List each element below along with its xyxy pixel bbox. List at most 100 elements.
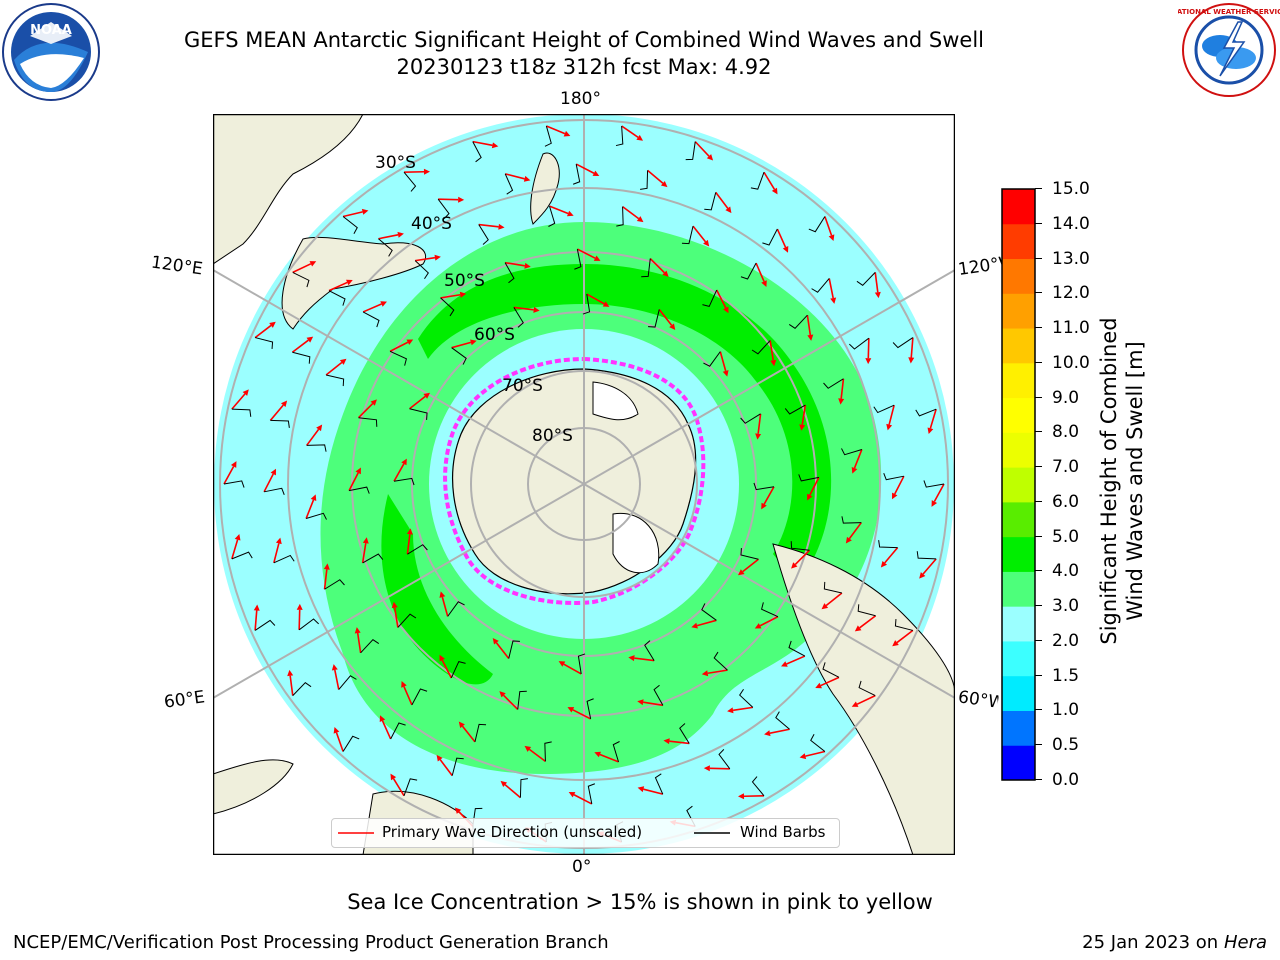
footer-date-text: 25 Jan 2023 on <box>1082 932 1224 953</box>
wind-barb <box>437 198 450 219</box>
wind-barb <box>544 125 552 147</box>
wind-barb <box>841 448 863 456</box>
wave-arrow-shaft <box>573 794 593 805</box>
wind-barb <box>823 581 843 594</box>
wave-arrow-shaft <box>335 732 344 752</box>
map-legend: Primary Wave Direction (unscaled) Wind B… <box>331 818 840 848</box>
wave-arrow-head <box>390 773 397 781</box>
wave-arrow-shaft <box>403 686 413 706</box>
colorbar-segment <box>1002 362 1035 399</box>
wave-arrow-shaft <box>715 289 727 309</box>
lat-label-50s: 50°S <box>444 271 485 291</box>
wave-arrow-head <box>253 604 260 611</box>
wave-arrow-shaft <box>840 378 845 399</box>
wave-arrow-shaft <box>440 293 461 299</box>
colorbar-tick-label: 10.0 <box>1052 352 1090 373</box>
wind-barb <box>811 278 830 293</box>
wind-barb <box>857 604 876 617</box>
colorbar-tick-mark <box>1035 222 1042 224</box>
wave-direction-arrows <box>223 125 945 843</box>
wind-barb <box>616 206 624 227</box>
colorbar-tick-mark <box>1035 535 1042 537</box>
wave-arrow-shaft <box>549 205 569 215</box>
wave-arrow-shaft <box>415 256 436 262</box>
wave-arrow-head <box>500 780 508 788</box>
wave-arrow-head <box>593 255 601 261</box>
colorbar-tick-label: 12.0 <box>1052 283 1090 304</box>
wave-arrow-shaft <box>692 225 707 243</box>
wave-arrow-shaft <box>634 657 655 662</box>
wind-barb <box>577 653 586 675</box>
wave-arrow-head <box>703 765 710 772</box>
wind-barb <box>451 757 464 776</box>
wind-barb <box>915 408 937 417</box>
wave-arrow-head <box>838 398 845 405</box>
wind-barb <box>362 311 380 328</box>
wind-barb <box>640 170 649 190</box>
wind-barb <box>389 350 408 366</box>
lon-label-120e: 120°E <box>149 252 204 280</box>
wave-arrow-shaft <box>406 534 411 555</box>
wave-arrow-head <box>761 502 767 510</box>
wind-barb <box>362 553 384 564</box>
wave-arrow-head <box>563 130 571 137</box>
wave-arrow-head <box>725 206 732 214</box>
wave-arrow-shaft <box>503 694 519 711</box>
wind-barb <box>231 408 252 417</box>
wave-arrow-head <box>379 715 386 722</box>
wave-arrow-shaft <box>472 140 493 147</box>
wave-arrow-head <box>594 751 602 758</box>
wave-arrow-head <box>333 727 340 734</box>
wave-arrow-shaft <box>643 788 663 795</box>
colorbar-tick-mark <box>1035 327 1042 329</box>
wind-barb <box>856 272 876 286</box>
wind-barb <box>894 618 913 631</box>
wave-arrow-shaft <box>755 262 765 282</box>
wave-arrow-head <box>275 537 282 545</box>
wave-arrow-shaft <box>622 206 640 220</box>
wave-arrow-head <box>423 392 431 399</box>
wave-arrow-shaft <box>378 234 399 240</box>
wave-arrow-head <box>498 223 505 230</box>
wave-arrow-shaft <box>929 408 937 429</box>
wave-arrow-shaft <box>409 395 426 410</box>
lon-label-60w: 60°W <box>956 687 1000 713</box>
wave-arrow-shaft <box>513 306 534 311</box>
wave-arrow-head <box>830 297 837 304</box>
footer-host: Hera <box>1223 932 1267 953</box>
lat-label-60s: 60°S <box>474 325 515 345</box>
colorbar-segment <box>1002 328 1035 364</box>
wave-arrow-head <box>287 669 294 677</box>
wind-barb <box>702 289 718 308</box>
colorbar-tick-mark <box>1035 257 1042 259</box>
wave-arrow-head <box>346 279 353 286</box>
wind-barb <box>587 783 596 805</box>
wave-arrow-shaft <box>825 592 843 607</box>
wave-arrow-head <box>851 466 858 474</box>
wave-arrow-shaft <box>742 558 759 573</box>
wind-barb <box>360 639 380 654</box>
wind-barb <box>681 225 694 245</box>
wave-arrow-shaft <box>528 748 546 762</box>
wave-arrow-head <box>354 627 361 634</box>
colorbar-tick-label: 13.0 <box>1052 248 1090 269</box>
wave-arrow-shaft <box>441 659 453 679</box>
wind-barb <box>544 741 552 762</box>
wave-arrow-shaft <box>763 171 776 190</box>
wave-arrow-head <box>854 625 862 632</box>
wind-barb <box>397 613 417 628</box>
wave-arrow-shaft <box>305 499 315 519</box>
wind-barb <box>916 551 937 560</box>
wind-barb <box>788 314 808 329</box>
wave-arrow-head <box>701 670 709 677</box>
wave-arrow-head <box>727 707 734 714</box>
wind-barb <box>892 337 914 349</box>
wind-barb <box>403 171 417 192</box>
wave-arrow-head <box>628 655 635 662</box>
wind-barb <box>644 640 655 661</box>
wave-arrow-shaft <box>853 449 863 469</box>
colorbar-label-line2: Wind Waves and Swell [m] <box>1123 341 1147 621</box>
wave-arrow-head <box>637 786 645 793</box>
wave-arrow-shaft <box>643 701 664 707</box>
wave-arrow-shaft <box>572 709 592 720</box>
